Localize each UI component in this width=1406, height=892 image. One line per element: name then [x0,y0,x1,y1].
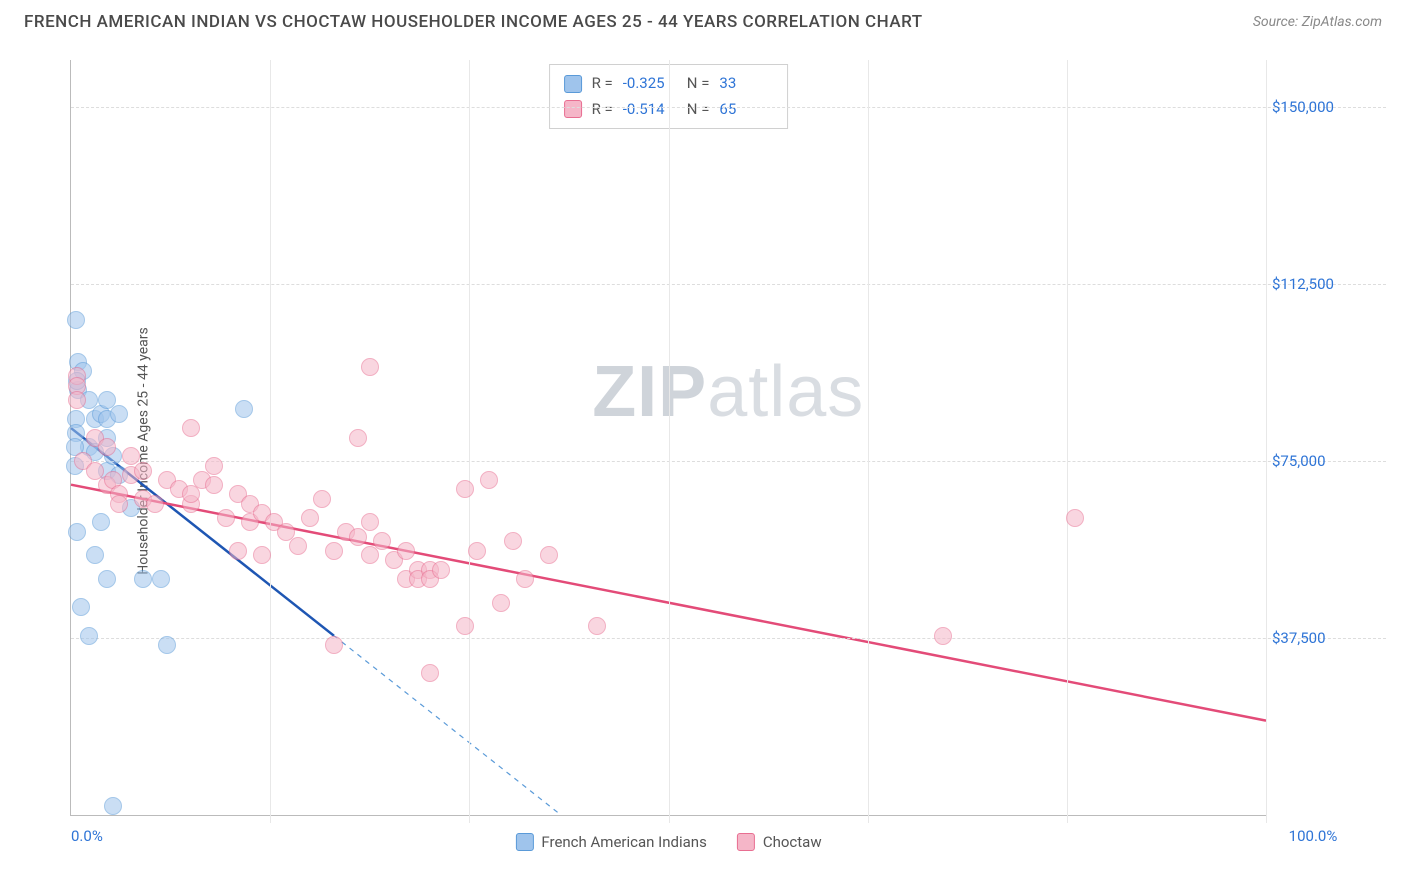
watermark-bold: ZIP [592,352,707,432]
data-point [588,617,606,635]
data-point [349,429,367,447]
data-point [289,537,307,555]
y-tick-label: $37,500 [1272,629,1382,647]
legend-item-0: French American Indians [515,833,706,851]
source-attribution: Source: ZipAtlas.com [1253,14,1382,30]
chart-header: FRENCH AMERICAN INDIAN VS CHOCTAW HOUSEH… [0,0,1406,32]
data-point [182,485,200,503]
data-point [397,542,415,560]
data-point [134,462,152,480]
data-point [98,438,116,456]
data-point [182,419,200,437]
gridline-h [71,284,1386,285]
data-point [146,495,164,513]
y-tick-label: $75,000 [1272,452,1382,470]
n-label: N = [687,71,710,97]
data-point [205,476,223,494]
y-tick-label: $112,500 [1272,275,1382,293]
data-point [98,570,116,588]
data-point [373,532,391,550]
data-point [504,532,522,550]
data-point [217,509,235,527]
data-point [68,523,86,541]
y-tick-label: $150,000 [1272,98,1382,116]
data-point [361,358,379,376]
data-point [456,617,474,635]
data-point [68,391,86,409]
n-label: N = [687,97,710,123]
data-point [72,598,90,616]
gridline-h [71,461,1386,462]
plot-area: ZIPatlas R = -0.325 N = 33 R = -0.514 N … [70,60,1266,816]
gridline-v [1266,60,1267,823]
data-point [152,570,170,588]
gridline-h [71,107,1386,108]
data-point [235,400,253,418]
data-point [468,542,486,560]
gridline-v [868,60,869,823]
data-point [421,664,439,682]
gridline-v [469,60,470,823]
data-point [205,457,223,475]
data-point [313,490,331,508]
r-label: R = [592,97,613,123]
n-value-1: 65 [719,97,773,123]
data-point [253,546,271,564]
x-tick-min: 0.0% [71,827,103,845]
data-point [349,528,367,546]
data-point [229,542,247,560]
data-point [516,570,534,588]
gridline-v [270,60,271,823]
data-point [301,509,319,527]
data-point [361,513,379,531]
legend-label-0: French American Indians [541,833,706,851]
gridline-v [669,60,670,823]
data-point [361,546,379,564]
watermark: ZIPatlas [592,351,864,433]
data-point [86,546,104,564]
data-point [67,311,85,329]
data-point [104,797,122,815]
data-point [492,594,510,612]
data-point [456,480,474,498]
chart-title: FRENCH AMERICAN INDIAN VS CHOCTAW HOUSEH… [24,12,923,32]
data-point [1066,509,1084,527]
legend-label-1: Choctaw [763,833,822,851]
legend-item-1: Choctaw [737,833,822,851]
gridline-h [71,638,1386,639]
legend-swatch-1 [737,833,755,851]
data-point [134,570,152,588]
data-point [540,546,558,564]
data-point [480,471,498,489]
data-point [325,636,343,654]
watermark-rest: atlas [707,352,864,432]
data-point [110,495,128,513]
correlation-chart: Householder Income Ages 25 - 44 years ZI… [52,50,1386,852]
data-point [92,513,110,531]
r-label: R = [592,71,613,97]
x-tick-max: 100.0% [1289,827,1338,845]
data-point [934,627,952,645]
n-value-0: 33 [719,71,773,97]
legend: French American Indians Choctaw [515,833,821,851]
data-point [432,561,450,579]
correlation-swatch-1 [564,100,582,118]
data-point [325,542,343,560]
data-point [80,627,98,645]
gridline-v [1067,60,1068,823]
correlation-swatch-0 [564,75,582,93]
legend-swatch-0 [515,833,533,851]
data-point [110,405,128,423]
data-point [158,636,176,654]
